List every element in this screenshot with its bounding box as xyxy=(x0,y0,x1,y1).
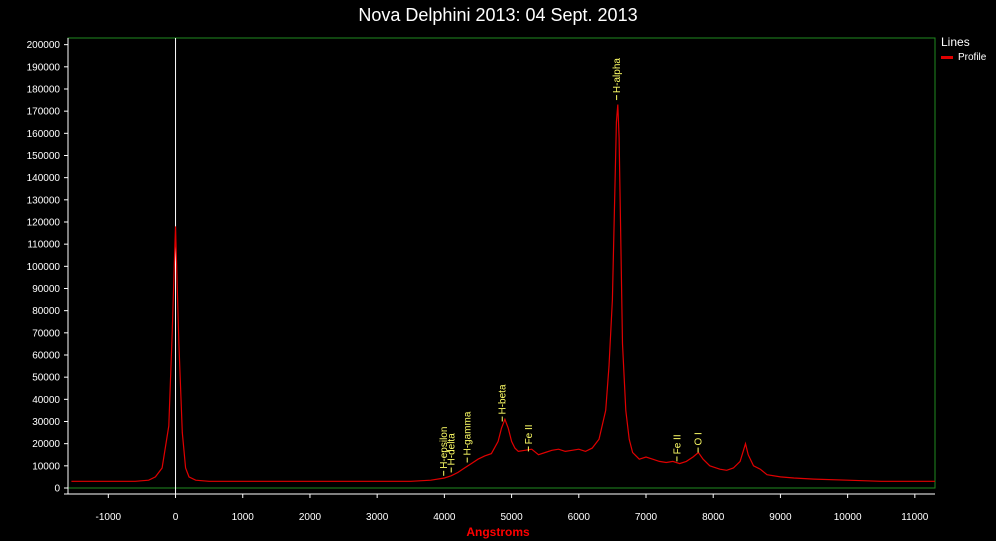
annotation-label: H-beta xyxy=(498,384,509,414)
series-line-profile[interactable] xyxy=(71,104,935,482)
y-tick-label: 90000 xyxy=(32,284,60,295)
y-tick-label: 130000 xyxy=(27,195,61,206)
x-axis-label: Angstroms xyxy=(466,525,530,539)
y-tick-label: 30000 xyxy=(32,417,60,428)
x-tick-label: 8000 xyxy=(702,512,725,523)
y-tick-label: 140000 xyxy=(27,173,61,184)
x-tick-label: 5000 xyxy=(500,512,523,523)
x-tick-label: 3000 xyxy=(366,512,389,523)
annotation-label: O I xyxy=(694,432,705,445)
y-tick-label: 60000 xyxy=(32,350,60,361)
legend-swatch xyxy=(941,56,953,59)
annotation-label: H-alpha xyxy=(612,58,623,93)
annotation-label: H-epsilon xyxy=(439,427,450,469)
annotation-label: H-gamma xyxy=(463,411,474,455)
y-tick-label: 20000 xyxy=(32,439,60,450)
legend-title: Lines xyxy=(941,35,970,49)
y-tick-label: 100000 xyxy=(27,262,61,273)
y-tick-label: 170000 xyxy=(27,107,61,118)
annotation-label: Fe II xyxy=(524,424,535,444)
y-tick-label: 50000 xyxy=(32,373,60,384)
annotation-label: H-delta xyxy=(447,433,458,466)
x-tick-label: -1000 xyxy=(96,512,122,523)
annotation-label: Fe II xyxy=(672,434,683,454)
x-tick-label: 2000 xyxy=(299,512,322,523)
x-tick-label: 11000 xyxy=(901,512,929,523)
legend: Lines Profile xyxy=(941,35,996,63)
y-tick-label: 40000 xyxy=(32,395,60,406)
legend-item-profile[interactable]: Profile xyxy=(941,52,996,63)
x-tick-label: 6000 xyxy=(568,512,591,523)
y-tick-label: 10000 xyxy=(32,461,60,472)
y-tick-label: 190000 xyxy=(27,62,61,73)
plot-frame xyxy=(67,37,936,489)
y-tick-label: 150000 xyxy=(27,151,61,162)
x-tick-label: 4000 xyxy=(433,512,456,523)
y-tick-label: 0 xyxy=(54,484,60,495)
y-tick-label: 70000 xyxy=(32,328,60,339)
y-tick-label: 80000 xyxy=(32,306,60,317)
legend-label: Profile xyxy=(958,52,987,63)
x-tick-label: 0 xyxy=(173,512,179,523)
x-tick-label: 1000 xyxy=(232,512,255,523)
x-tick-label: 9000 xyxy=(769,512,792,523)
y-tick-label: 160000 xyxy=(27,129,61,140)
x-tick-label: 7000 xyxy=(635,512,658,523)
chart-title: Nova Delphini 2013: 04 Sept. 2013 xyxy=(358,5,638,25)
y-tick-label: 120000 xyxy=(27,217,61,228)
y-tick-label: 180000 xyxy=(27,84,61,95)
x-tick-label: 10000 xyxy=(834,512,862,523)
y-tick-label: 110000 xyxy=(27,240,60,251)
y-tick-label: 200000 xyxy=(27,40,61,51)
